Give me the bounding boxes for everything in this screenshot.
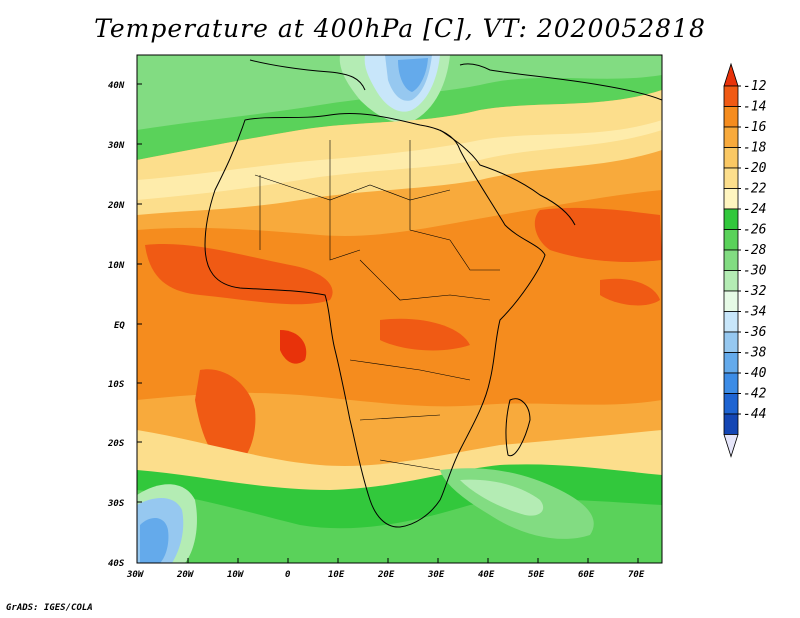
colorbar-label: -16	[743, 120, 767, 135]
colorbar-swatch	[723, 352, 739, 374]
coastlines	[204, 59, 662, 528]
colorbar-label: -14	[743, 100, 766, 115]
lat-label: 10S	[108, 380, 125, 390]
colorbar: -12 -14 -16 -18 -20 -22 -24 -26 -28 -30 -32 -34 -36 -…	[723, 62, 767, 458]
lat-axis: 40N 30N 20N 10N EQ 10S 20S 30S 40S	[107, 81, 142, 569]
colorbar-swatch	[723, 393, 739, 415]
colorbar-bottom-arrow	[723, 434, 739, 458]
lon-label: 20W	[176, 570, 195, 580]
lon-axis: 30W 20W 10W 0 10E 20E 30E 40E 50E 60E 70…	[126, 558, 645, 580]
colorbar-swatch	[723, 290, 739, 312]
lat-label: 40S	[108, 559, 125, 569]
colorbar-swatch	[723, 208, 739, 230]
colorbar-label: -30	[743, 264, 767, 279]
colorbar-swatch	[723, 331, 739, 353]
lat-label: 10N	[108, 261, 125, 271]
lat-label: 30N	[107, 141, 125, 151]
colorbar-swatch	[723, 311, 739, 333]
colorbar-swatch	[723, 372, 739, 394]
lat-label: 20S	[107, 439, 125, 449]
country-borders	[254, 140, 500, 471]
lon-label: 60E	[578, 570, 595, 580]
lat-label: 30S	[107, 499, 125, 509]
colorbar-swatch	[723, 126, 739, 148]
map-frame	[136, 54, 663, 564]
temperature-field	[137, 55, 662, 563]
colorbar-label: -22	[743, 182, 767, 197]
colorbar-swatch	[723, 188, 739, 210]
colorbar-swatch	[723, 147, 739, 169]
colorbar-swatch	[723, 85, 739, 107]
colorbar-label: -12	[743, 79, 767, 94]
map-title: Temperature at 400hPa [C], VT: 202005281…	[94, 14, 706, 43]
footer-credit: GrADS: IGES/COLA	[6, 603, 93, 613]
lat-label: EQ	[114, 321, 125, 331]
colorbar-label: -42	[743, 387, 767, 402]
colorbar-label: -18	[743, 141, 767, 156]
colorbar-label: -32	[743, 284, 767, 299]
lon-label: 20E	[377, 570, 395, 580]
colorbar-label: -40	[743, 366, 767, 381]
lon-label: 50E	[528, 570, 545, 580]
lat-label: 40N	[108, 81, 125, 91]
colorbar-label: -28	[743, 243, 767, 258]
colorbar-label: -26	[743, 223, 767, 238]
colorbar-swatch	[723, 270, 739, 292]
lon-label: 40E	[478, 570, 495, 580]
colorbar-label: -44	[743, 407, 766, 422]
colorbar-swatch	[723, 229, 739, 251]
lat-label: 20N	[107, 201, 125, 211]
lon-label: 10E	[328, 570, 345, 580]
lon-label: 70E	[628, 570, 645, 580]
colorbar-top-arrow	[723, 62, 739, 87]
colorbar-label: -34	[743, 305, 766, 320]
colorbar-label: -24	[743, 202, 766, 217]
lon-label: 30E	[427, 570, 445, 580]
lon-label: 10W	[227, 570, 245, 580]
colorbar-label: -38	[743, 346, 767, 361]
colorbar-label: -20	[743, 161, 767, 176]
colorbar-swatch	[723, 249, 739, 271]
lon-label: 0	[285, 570, 291, 580]
colorbar-swatch	[723, 167, 739, 189]
colorbar-swatch	[723, 413, 739, 435]
colorbar-swatch	[723, 106, 739, 128]
lon-label: 30W	[126, 570, 145, 580]
colorbar-label: -36	[743, 325, 767, 340]
